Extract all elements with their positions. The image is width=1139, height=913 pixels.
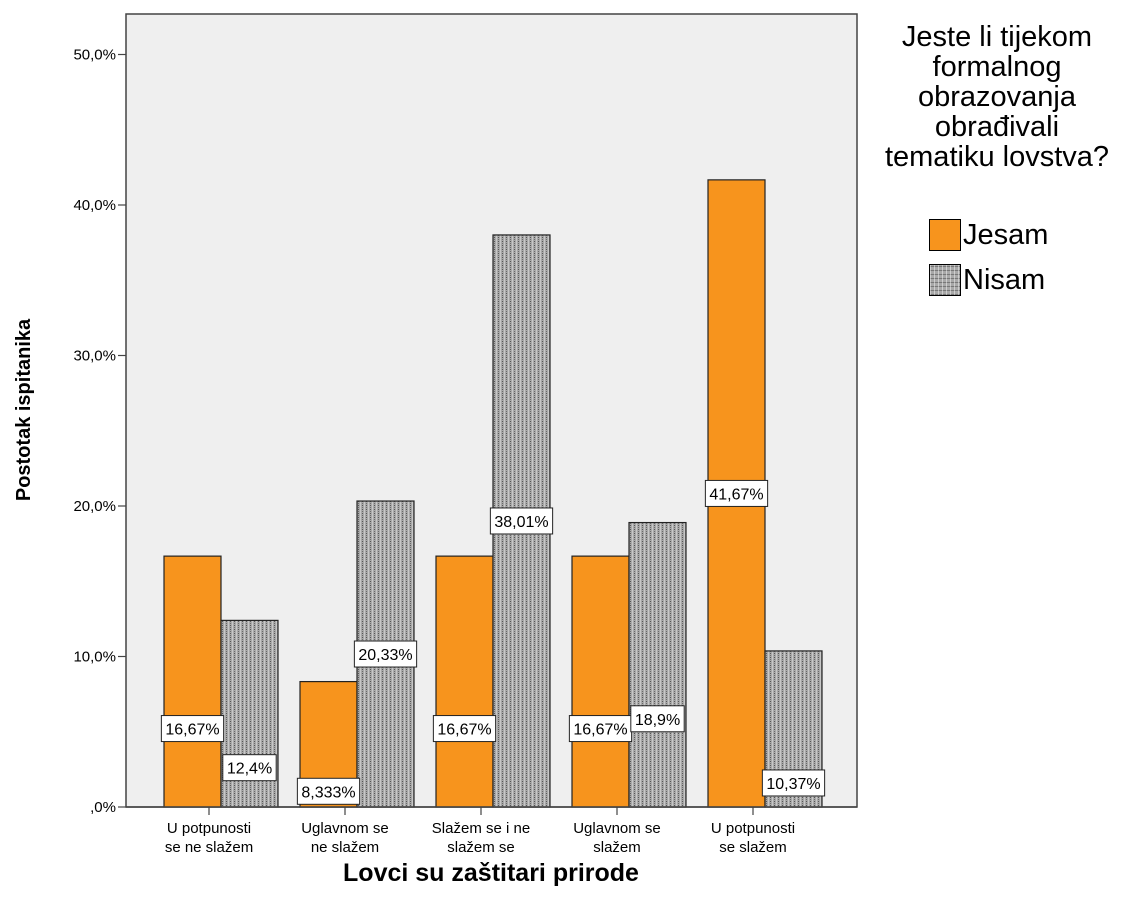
- data-label: 20,33%: [353, 640, 418, 668]
- data-label-text: 10,37%: [766, 776, 820, 793]
- data-label-box: [432, 715, 497, 743]
- data-label: 16,67%: [160, 715, 225, 743]
- data-label-box: [296, 777, 361, 805]
- y-tick-label: 30,0%: [73, 348, 116, 365]
- data-label-box: [222, 754, 277, 782]
- bar-jesam: [435, 555, 494, 808]
- data-label-text: 16,67%: [165, 722, 219, 739]
- legend-label-jesam: Jesam: [963, 218, 1049, 251]
- legend-label-nisam: Nisam: [963, 263, 1046, 296]
- legend-swatch-jesam: [929, 219, 961, 251]
- x-axis: U potpunosti se ne slažem Uglavnom se ne sl…: [126, 806, 857, 856]
- data-label: 18,9%: [630, 705, 685, 733]
- bar-jesam: [163, 555, 222, 808]
- legend-swatch-nisam: [929, 264, 961, 296]
- data-label: 16,67%: [568, 715, 633, 743]
- data-label-text: 18,9%: [635, 712, 680, 729]
- data-label: 8,333%: [296, 777, 361, 805]
- data-label-box: [704, 479, 769, 507]
- x-tick-label: U potpunosti se slažem: [711, 820, 795, 856]
- legend-item-jesam: Jesam: [929, 218, 1048, 252]
- data-label-box: [353, 640, 418, 668]
- y-axis-title: Postotak ispitanika: [13, 318, 35, 501]
- data-label-box: [761, 769, 826, 797]
- bar-nisam: [628, 521, 687, 808]
- bar-jesam: [571, 555, 630, 808]
- data-label-box: [160, 715, 225, 743]
- y-tick-label: 20,0%: [73, 498, 116, 515]
- y-axis: ,0% 10,0% 20,0% 30,0% 40,0% 50,0%: [73, 47, 126, 816]
- y-tick-label: 10,0%: [73, 649, 116, 666]
- x-axis-title: Lovci su zaštitari prirode: [343, 859, 639, 887]
- y-tick-label: 40,0%: [73, 197, 116, 214]
- data-label-box: [489, 507, 554, 535]
- data-label: 16,67%: [432, 715, 497, 743]
- data-label-text: 38,01%: [494, 514, 548, 531]
- data-label: 10,37%: [761, 769, 826, 797]
- data-label-text: 41,67%: [709, 486, 763, 503]
- data-label-text: 20,33%: [358, 647, 412, 664]
- data-label: 38,01%: [489, 507, 554, 535]
- y-tick-label: 50,0%: [73, 47, 116, 64]
- data-label-text: 8,333%: [301, 784, 355, 801]
- data-label-text: 12,4%: [227, 761, 272, 778]
- data-label-text: 16,67%: [437, 722, 491, 739]
- x-tick-label: U potpunosti se ne slažem: [165, 820, 253, 856]
- x-tick-label: Slažem se i ne slažem se: [432, 820, 530, 856]
- data-label: 41,67%: [704, 479, 769, 507]
- data-label-text: 16,67%: [573, 722, 627, 739]
- data-label-box: [630, 705, 685, 733]
- x-tick-label: Uglavnom se slažem: [573, 820, 661, 856]
- legend-title: Jeste li tijekom formalnog obrazovanja obra…: [884, 21, 1110, 173]
- data-label-box: [568, 715, 633, 743]
- x-tick-label: Uglavnom se ne slažem: [301, 820, 389, 856]
- legend-item-nisam: Nisam: [929, 263, 1045, 297]
- data-labels: 16,67% 8,333% 16,67% 16,67% 41,67% 12,4% 20,33…: [160, 479, 826, 805]
- data-label: 12,4%: [222, 754, 277, 782]
- y-tick-label: ,0%: [90, 799, 116, 816]
